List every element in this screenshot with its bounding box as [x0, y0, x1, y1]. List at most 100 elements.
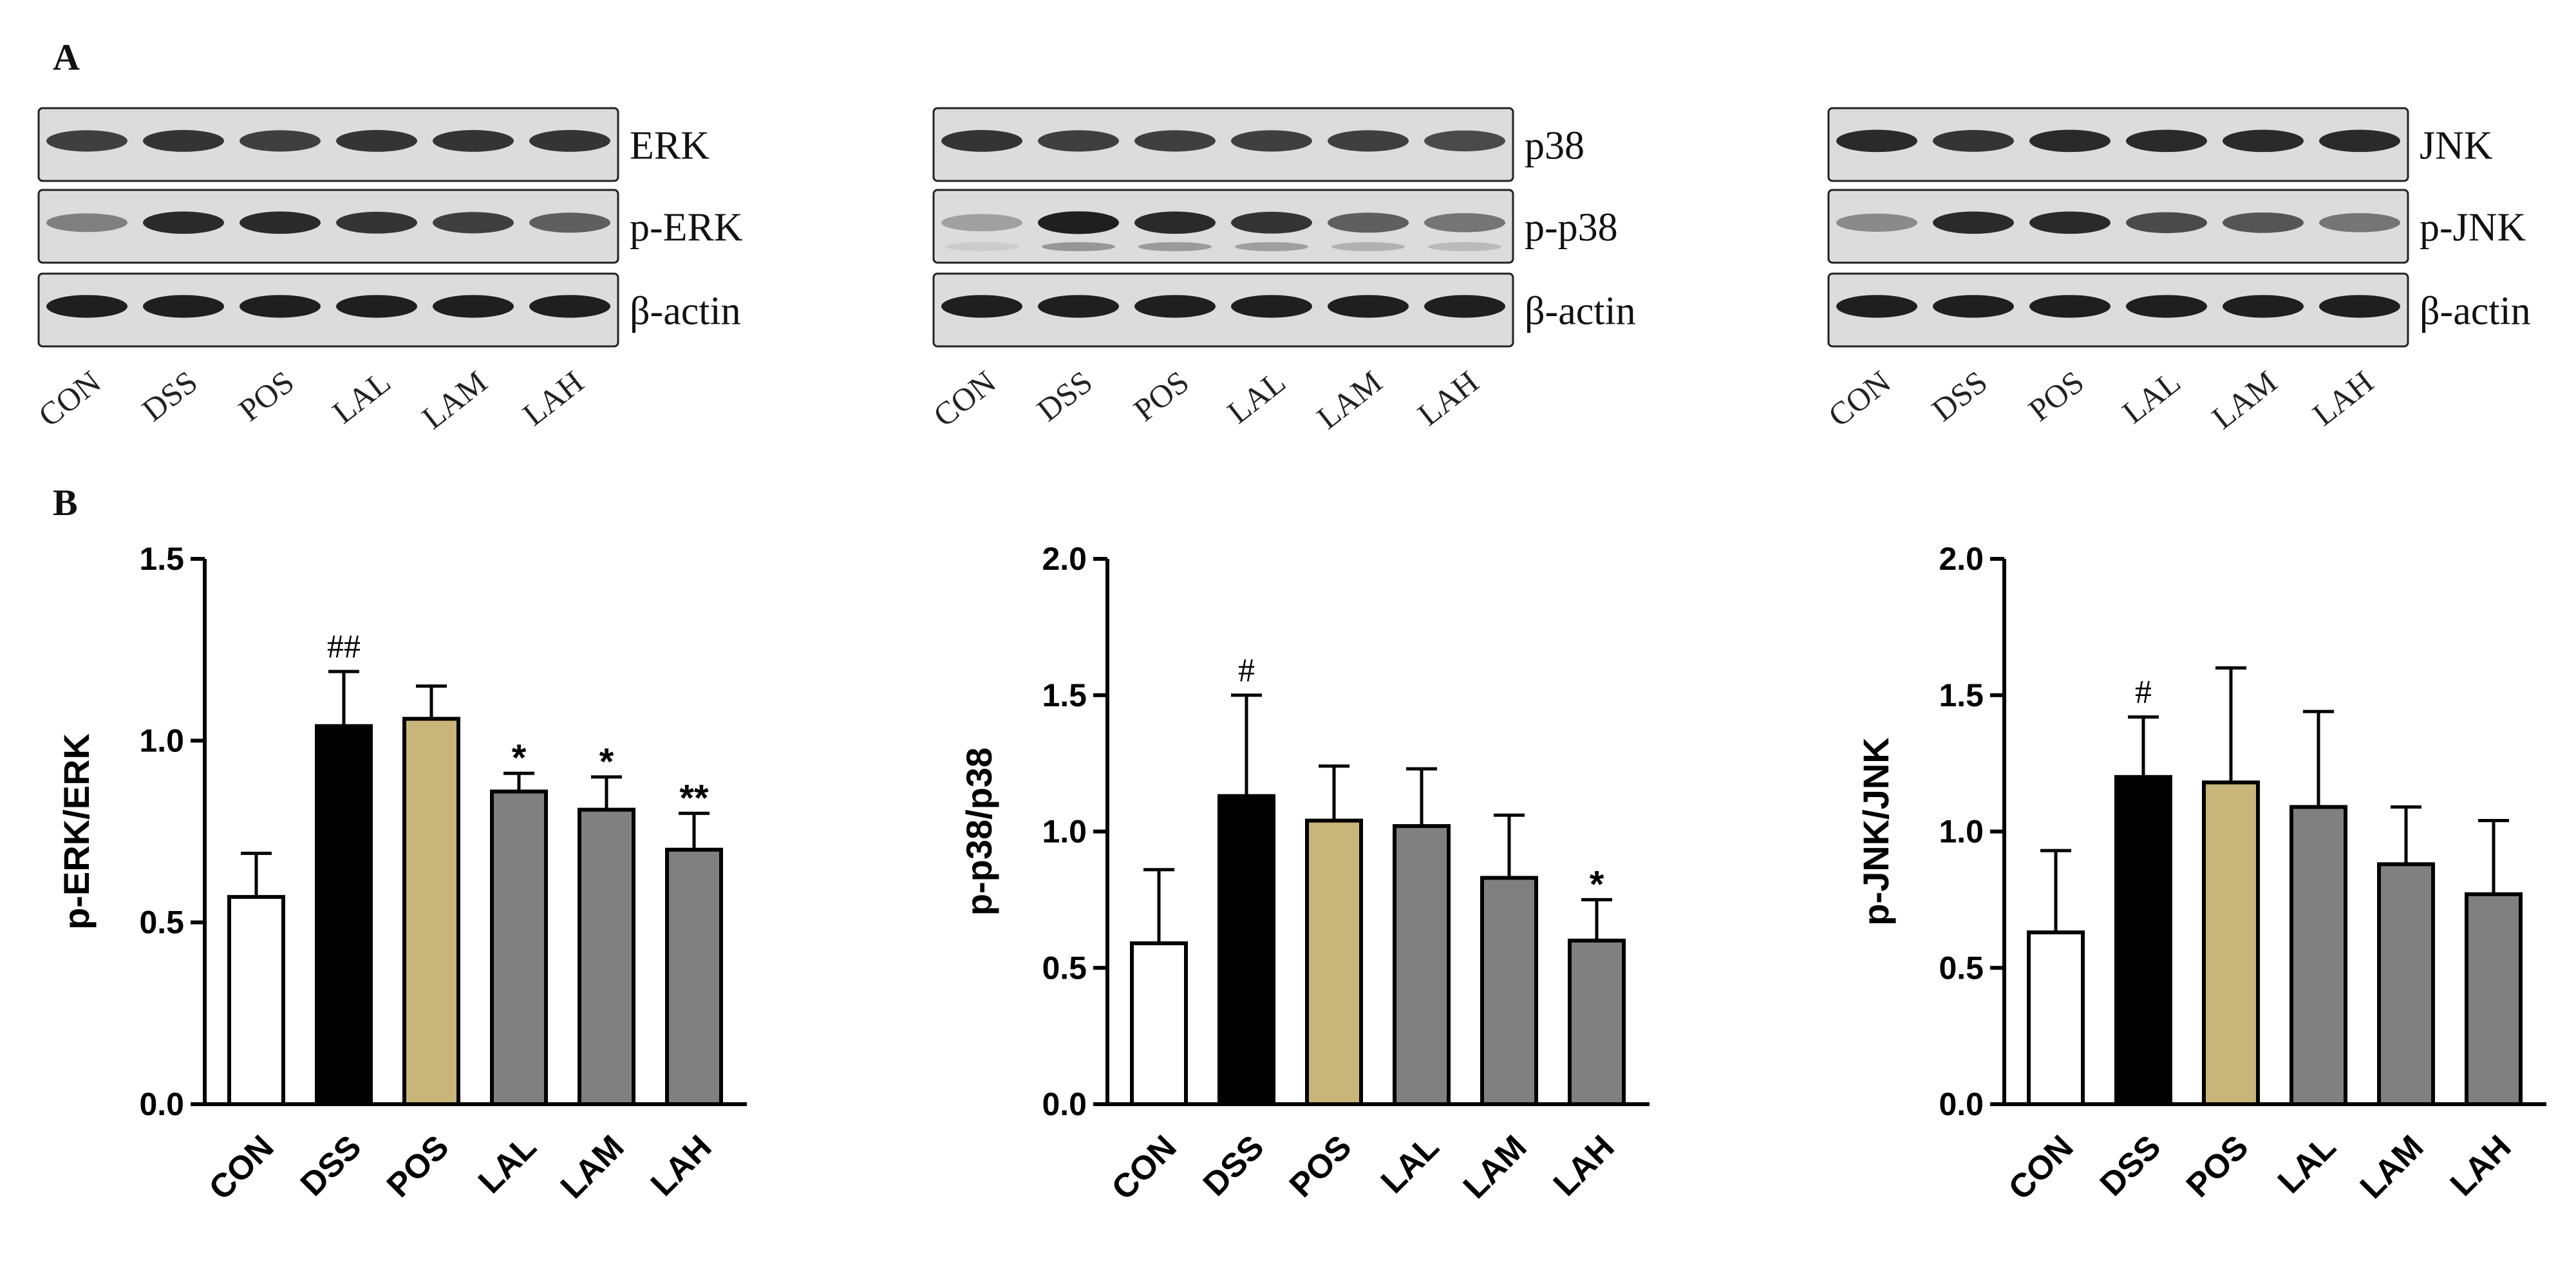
chart-3: 0.0 0.5 1.0 1.5 2.0 p-JNK/JNK CON # DSS POS LAL LAM…: [1856, 541, 2546, 1207]
blot-band: [529, 295, 610, 318]
blot-band-lower: [1235, 242, 1308, 252]
lane-label-dss: DSS: [1030, 364, 1099, 429]
bar-con: [227, 895, 285, 1106]
blot-membrane: [37, 107, 619, 182]
significance-marker: *: [599, 741, 614, 783]
y-tick-label: 1.5: [1939, 677, 1984, 713]
lane-label-con: CON: [32, 364, 108, 434]
blot-band: [1424, 130, 1505, 152]
blot-membrane: [1827, 272, 2409, 348]
y-axis-title: p-p38/p38: [959, 747, 999, 916]
blot-band: [2126, 212, 2207, 234]
blot-band: [433, 295, 514, 318]
blot-band: [2319, 129, 2400, 153]
blot-row-label: ERK: [630, 124, 710, 168]
blot-band-lower: [1428, 242, 1501, 252]
blot-band: [1933, 295, 2014, 318]
blot-band: [240, 295, 321, 318]
panel-label-b: B: [53, 482, 78, 523]
x-tick-label-lam: LAM: [554, 1128, 632, 1206]
lane-label-lam: LAM: [415, 364, 494, 437]
blot-band: [336, 211, 417, 234]
lane-label-pos: POS: [2022, 364, 2091, 429]
y-tick-label: 0.0: [139, 1086, 184, 1122]
blot-band: [2029, 211, 2111, 234]
y-tick-label: 1.0: [139, 722, 184, 758]
blot-band: [1038, 295, 1119, 318]
bar-pos: [1305, 818, 1363, 1107]
blot-band: [529, 212, 610, 233]
blot-band: [46, 213, 127, 232]
y-tick-label: 1.0: [1042, 814, 1087, 850]
bar-lah: [2465, 892, 2523, 1107]
y-tick-label: 0.0: [1042, 1086, 1087, 1122]
blot-band: [2029, 295, 2111, 318]
bar-lah: [1568, 938, 1626, 1107]
blot-band: [941, 214, 1022, 232]
blot-band: [143, 295, 224, 318]
blot-band: [1134, 130, 1216, 152]
blot-row-label: β-actin: [2420, 290, 2531, 334]
blot-band: [240, 211, 321, 234]
blot-band: [1134, 295, 1216, 318]
x-tick-label-lam: LAM: [1456, 1128, 1534, 1206]
blot-band: [240, 130, 321, 152]
y-axis-title: p-JNK/JNK: [1856, 737, 1896, 925]
bar-con: [2027, 930, 2085, 1106]
blot-band: [336, 295, 417, 318]
blot-membrane: [932, 107, 1514, 182]
blot-row-label: β-actin: [1525, 290, 1636, 334]
y-tick-label: 0.0: [1939, 1086, 1984, 1122]
x-tick-label-pos: POS: [380, 1128, 456, 1205]
bar-lam: [2377, 862, 2435, 1106]
blot-band: [1328, 212, 1409, 233]
bar-dss: [2114, 775, 2172, 1107]
blot-band: [941, 129, 1022, 152]
significance-marker: #: [2135, 674, 2152, 711]
blot-band: [2319, 295, 2400, 318]
bar-lal: [490, 789, 548, 1107]
significance-marker: **: [679, 777, 709, 819]
blot-membrane: [1827, 107, 2409, 182]
x-tick-label-con: CON: [202, 1128, 281, 1207]
panel-label-a: A: [53, 36, 80, 78]
blot-row-label: JNK: [2420, 124, 2493, 168]
blot-membrane: [1827, 189, 2409, 264]
blot-row-label: p38: [1525, 124, 1584, 168]
y-tick-label: 0.5: [1939, 950, 1984, 986]
blot-row-label: β-actin: [630, 290, 741, 334]
lane-label-lal: LAL: [2116, 364, 2187, 431]
blot-band: [433, 129, 514, 152]
x-tick-label-dss: DSS: [2093, 1128, 2168, 1203]
blot-band: [1328, 295, 1409, 318]
blot-panel-2: p38 p-p38 β-actin CON DSS POS LAL LAM LAH: [926, 107, 1636, 436]
blot-band: [1231, 211, 1312, 234]
western-blot-panels: ERK p-ERK β-actin CON DSS POS LAL LAM LAH p38 p-p3…: [32, 107, 2531, 437]
bar-lam: [1480, 876, 1538, 1106]
x-tick-label-pos: POS: [1283, 1128, 1359, 1205]
blot-band: [1134, 211, 1216, 234]
x-tick-label-pos: POS: [2179, 1128, 2256, 1205]
y-tick-label: 0.5: [139, 905, 184, 941]
lane-label-pos: POS: [232, 364, 301, 429]
y-tick-label: 2.0: [1939, 541, 1984, 577]
blot-membrane: [932, 272, 1514, 348]
x-tick-label-lal: LAL: [471, 1128, 543, 1200]
blot-row-label: p-p38: [1525, 206, 1618, 250]
blot-band: [1836, 213, 1917, 232]
significance-marker: #: [1238, 652, 1255, 689]
lane-label-lah: LAH: [516, 364, 590, 433]
blot-band: [336, 129, 417, 152]
blot-membrane: [932, 189, 1514, 264]
blot-band: [433, 212, 514, 234]
blot-panel-3: JNK p-JNK β-actin CON DSS POS LAL LAM LAH: [1821, 107, 2531, 436]
lane-label-lah: LAH: [2306, 364, 2380, 433]
blot-band: [529, 129, 610, 152]
blot-band: [2319, 213, 2400, 232]
blot-band: [2126, 295, 2207, 318]
significance-marker: ##: [327, 628, 361, 665]
blot-band: [1424, 295, 1505, 318]
blot-band-lower: [945, 242, 1019, 252]
bar-pos: [2202, 780, 2260, 1107]
